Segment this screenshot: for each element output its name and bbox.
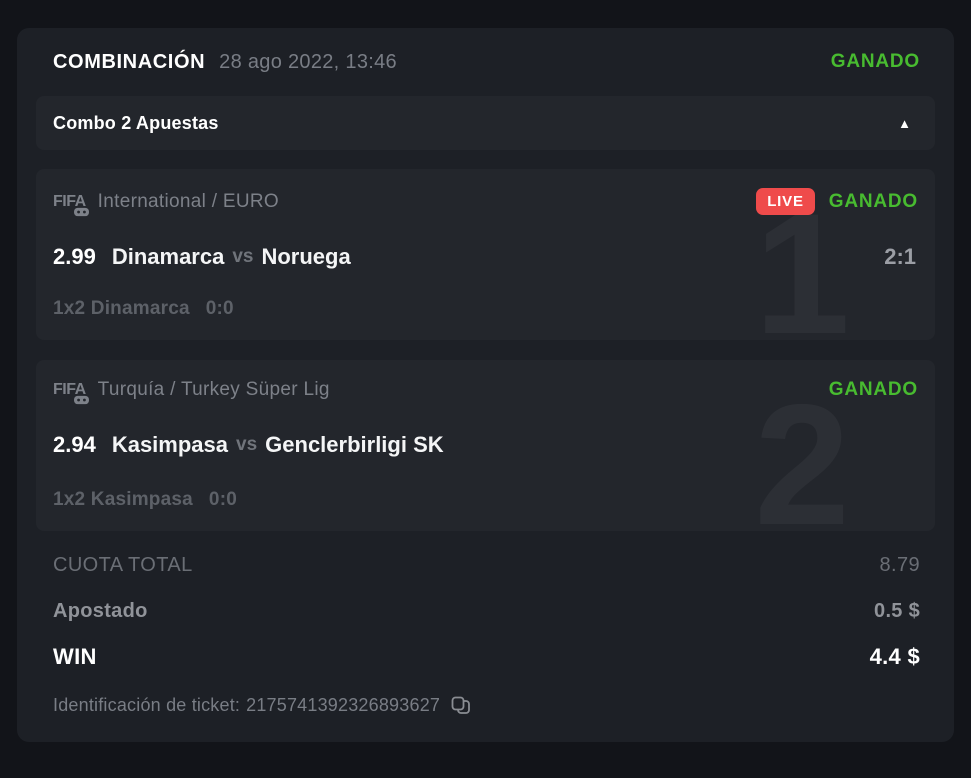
combo-label: Combo 2 Apuestas <box>53 112 219 133</box>
ticket-status-badge: GANADO <box>830 51 920 72</box>
ticket-type-title: COMBINACIÓN <box>53 50 206 73</box>
bet-market-line: 1x2 Dinamarca 0:0 <box>53 298 918 320</box>
bet-match-line: 2.99 Dinamarca vs Noruega 2:1 <box>53 244 918 270</box>
away-team: Genclerbirligi SK <box>265 432 444 457</box>
ticket-header: COMBINACIÓN 28 ago 2022, 13:46 GANADO <box>17 28 954 96</box>
ticket-datetime: 28 ago 2022, 13:46 <box>219 50 397 73</box>
bet-league-line: FIFA International / EURO LIVE GANADO <box>53 188 918 216</box>
bet-row-2[interactable]: 2 FIFA Turquía / Turkey Süper Lig GANADO… <box>36 360 935 531</box>
stake-label: Apostado <box>53 599 148 622</box>
total-odds-value: 8.79 <box>879 553 920 576</box>
bet-status-badge: GANADO <box>828 190 918 212</box>
bet-market-line: 1x2 Kasimpasa 0:0 <box>53 489 918 511</box>
collapse-up-icon[interactable]: ▲ <box>898 115 911 131</box>
stake-value: 0.5 $ <box>874 599 920 622</box>
fifa-esports-icon: FIFA <box>53 193 89 216</box>
market-start-score: 0:0 <box>205 298 234 319</box>
ticket-id-row: Identificación de ticket: 21757413923268… <box>53 680 920 730</box>
copy-icon <box>451 696 471 714</box>
combo-collapse-bar[interactable]: Combo 2 Apuestas ▲ <box>36 96 935 150</box>
fifa-esports-icon: FIFA <box>53 381 89 405</box>
league-name: Turquía / Turkey Süper Lig <box>97 379 330 400</box>
bet-ticket-card: COMBINACIÓN 28 ago 2022, 13:46 GANADO Co… <box>17 28 954 742</box>
home-team: Dinamarca <box>111 243 225 269</box>
bet-row-1[interactable]: 1 FIFA International / EURO LIVE GANADO … <box>36 169 935 340</box>
live-badge: LIVE <box>756 188 815 215</box>
vs-separator: vs <box>236 434 258 455</box>
home-team: Kasimpasa <box>111 432 229 457</box>
gamepad-icon <box>73 207 89 216</box>
stake-row: Apostado 0.5 $ <box>53 588 920 634</box>
market-start-score: 0:0 <box>208 489 237 510</box>
league-name: International / EURO <box>97 190 279 212</box>
bet-league-line: FIFA Turquía / Turkey Süper Lig GANADO <box>53 379 918 405</box>
total-odds-label: CUOTA TOTAL <box>53 553 193 576</box>
market-selection: 1x2 Kasimpasa <box>53 489 193 510</box>
win-value: 4.4 $ <box>869 644 920 669</box>
bet-odds: 2.99 <box>53 243 96 269</box>
match-score: 2:1 <box>884 243 916 269</box>
win-row: WIN 4.4 $ <box>53 634 920 680</box>
ticket-id-label: Identificación de ticket: <box>53 694 241 715</box>
ticket-totals: CUOTA TOTAL 8.79 Apostado 0.5 $ WIN 4.4 … <box>17 531 954 730</box>
copy-ticket-id-button[interactable] <box>450 695 471 716</box>
gamepad-icon <box>73 395 89 405</box>
bet-status-badge: GANADO <box>828 379 918 400</box>
bet-odds: 2.94 <box>53 432 96 457</box>
ticket-id-value: 2175741392326893627 <box>246 694 441 715</box>
total-odds-row: CUOTA TOTAL 8.79 <box>53 542 920 588</box>
away-team: Noruega <box>261 243 351 269</box>
win-label: WIN <box>53 644 97 669</box>
vs-separator: vs <box>232 245 254 267</box>
market-selection: 1x2 Dinamarca <box>53 298 190 319</box>
bet-match-line: 2.94 Kasimpasa vs Genclerbirligi SK <box>53 432 918 458</box>
